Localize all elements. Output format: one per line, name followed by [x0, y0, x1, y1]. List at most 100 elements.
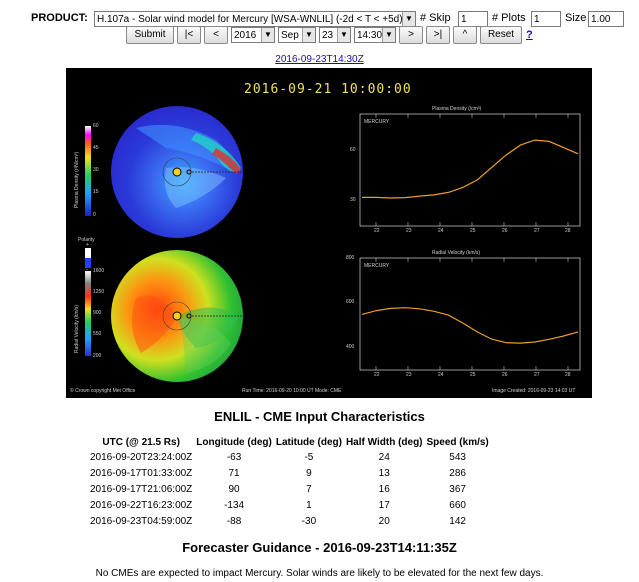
- cme-latitude: 7: [306, 483, 312, 495]
- product-toolbar: PRODUCT: H.107a - Solar wind model for M…: [0, 8, 639, 30]
- velocity-tick: 550: [93, 331, 102, 337]
- cme-speed: 367: [449, 483, 466, 495]
- table-row: 2016-09-22T16:23:00Z -134 1 17 660: [88, 497, 491, 513]
- velocity-disk: [111, 250, 243, 382]
- cme-longitude: -134: [224, 499, 245, 511]
- x-tick: 24: [438, 228, 444, 234]
- product-label: PRODUCT:: [31, 12, 88, 24]
- last-button[interactable]: >|: [426, 26, 450, 44]
- enlil-plot-image: 2016-09-21 10:00:00: [66, 68, 592, 398]
- cme-half-width: 16: [378, 483, 390, 495]
- x-tick: 26: [502, 228, 508, 234]
- plots-label: # Plots: [492, 12, 526, 24]
- cme-half-width: 17: [378, 499, 390, 511]
- density-series-line: [362, 139, 579, 199]
- polarity-bar-plus: [85, 248, 91, 258]
- cme-utc: 2016-09-17T01:33:00Z: [90, 467, 193, 479]
- created-footer: Image Created: 2016-09-23 14:03 UT: [492, 388, 576, 394]
- submit-button[interactable]: Submit: [126, 26, 174, 44]
- cme-half-width: 20: [378, 515, 390, 527]
- table-row: 2016-09-17T21:06:00Z 90 7 16 367: [88, 481, 491, 497]
- help-link[interactable]: ?: [526, 29, 533, 41]
- guidance-text: No CMEs are expected to impact Mercury. …: [95, 568, 544, 579]
- x-tick: 26: [502, 372, 508, 378]
- time-select-value: 14:30: [357, 30, 383, 41]
- velocity-series-line: [361, 307, 579, 344]
- velocity-plot-frame: [359, 257, 581, 371]
- skip-input[interactable]: 1: [458, 11, 488, 27]
- cme-latitude: 9: [306, 467, 312, 479]
- size-input[interactable]: 1.00: [588, 11, 624, 27]
- table-row: 2016-09-23T04:59:00Z -88 -30 20 142: [88, 513, 491, 529]
- density-tick: 60: [93, 123, 99, 129]
- velocity-tick: 1600: [93, 268, 105, 274]
- year-select[interactable]: 2016 ▼: [231, 27, 275, 43]
- chevron-down-icon: ▼: [302, 28, 315, 42]
- density-y-tick: 60: [350, 147, 356, 153]
- product-select-value: H.107a - Solar wind model for Mercury [W…: [97, 14, 403, 25]
- velocity-colorbar: [85, 271, 91, 356]
- x-tick: 23: [406, 372, 412, 378]
- density-tick: 45: [93, 145, 99, 151]
- chevron-down-icon: ▼: [337, 28, 350, 42]
- density-plot-frame: [359, 113, 581, 227]
- table-row: 2016-09-20T23:24:00Z -63 -5 24 543: [88, 449, 491, 465]
- x-tick: 24: [438, 372, 444, 378]
- time-navigation: Submit |< < 2016 ▼ Sep ▼ 23 ▼ 14:30 ▼ > …: [0, 26, 639, 46]
- plots-input[interactable]: 1: [531, 11, 561, 27]
- x-tick: 25: [470, 372, 476, 378]
- velocity-tick: 200: [93, 353, 102, 359]
- polarity-minus: -: [86, 267, 88, 273]
- next-button[interactable]: >: [399, 26, 423, 44]
- density-colorbar-label: Plasma Density (r²N/cm³): [74, 151, 80, 208]
- timestamp-link[interactable]: 2016-09-23T14:30Z: [275, 54, 364, 65]
- cme-table: UTC (@ 21.5 Rs) Longitude (deg) Latitude…: [88, 436, 491, 529]
- day-select-value: 23: [322, 30, 334, 41]
- cme-heading: ENLIL - CME Input Characteristics: [214, 409, 425, 424]
- polarity-plus: +: [86, 242, 89, 248]
- day-select[interactable]: 23 ▼: [319, 27, 351, 43]
- cme-speed: 286: [449, 467, 466, 479]
- cme-table-header: UTC (@ 21.5 Rs) Longitude (deg) Latitude…: [88, 436, 491, 449]
- velocity-colorbar-label: Radial Velocity (km/s): [74, 304, 80, 353]
- cme-speed: 543: [449, 451, 466, 463]
- column-header: Half Width (deg): [345, 437, 423, 448]
- column-header: Longitude (deg): [196, 437, 272, 448]
- time-select[interactable]: 14:30 ▼: [354, 27, 396, 43]
- prev-button[interactable]: <: [204, 26, 228, 44]
- cme-utc: 2016-09-17T21:06:00Z: [90, 483, 193, 495]
- polarity-bar-minus: [85, 258, 91, 268]
- cme-latitude: -30: [301, 515, 317, 527]
- first-button[interactable]: |<: [177, 26, 201, 44]
- x-tick: 28: [565, 372, 571, 378]
- velocity-panel-title: Radial Velocity (km/s): [432, 250, 481, 256]
- table-row: 2016-09-17T01:33:00Z 71 9 13 286: [88, 465, 491, 481]
- cme-latitude: -5: [304, 451, 314, 463]
- cme-latitude: 1: [306, 499, 312, 511]
- cme-longitude: -88: [226, 515, 242, 527]
- up-button[interactable]: ^: [453, 26, 477, 44]
- column-header: Latitude (deg): [275, 437, 342, 448]
- column-header: UTC (@ 21.5 Rs): [102, 437, 180, 448]
- chevron-down-icon: ▼: [382, 28, 395, 42]
- cme-half-width: 13: [378, 467, 390, 479]
- density-panel-title: Plasma Density (/cm³): [432, 106, 482, 112]
- month-select[interactable]: Sep ▼: [278, 27, 316, 43]
- reset-button[interactable]: Reset: [480, 26, 522, 44]
- x-tick: 22: [374, 228, 380, 234]
- copyright-footer: © Crown copyright Met Office: [70, 388, 136, 394]
- plot-graphics: [85, 106, 581, 382]
- cme-longitude: -63: [226, 451, 242, 463]
- product-select[interactable]: H.107a - Solar wind model for Mercury [W…: [94, 11, 416, 27]
- x-tick: 22: [374, 372, 380, 378]
- density-y-tick: 30: [350, 197, 356, 203]
- size-label: Size: [565, 12, 587, 24]
- density-tick: 15: [93, 189, 99, 195]
- velocity-y-tick: 400: [346, 344, 355, 350]
- cme-longitude: 71: [228, 467, 240, 479]
- cme-longitude: 90: [228, 483, 240, 495]
- mercury-label: MERCURY: [364, 119, 390, 125]
- density-tick: 0: [93, 212, 96, 218]
- x-tick: 25: [470, 228, 476, 234]
- cme-speed: 660: [449, 499, 466, 511]
